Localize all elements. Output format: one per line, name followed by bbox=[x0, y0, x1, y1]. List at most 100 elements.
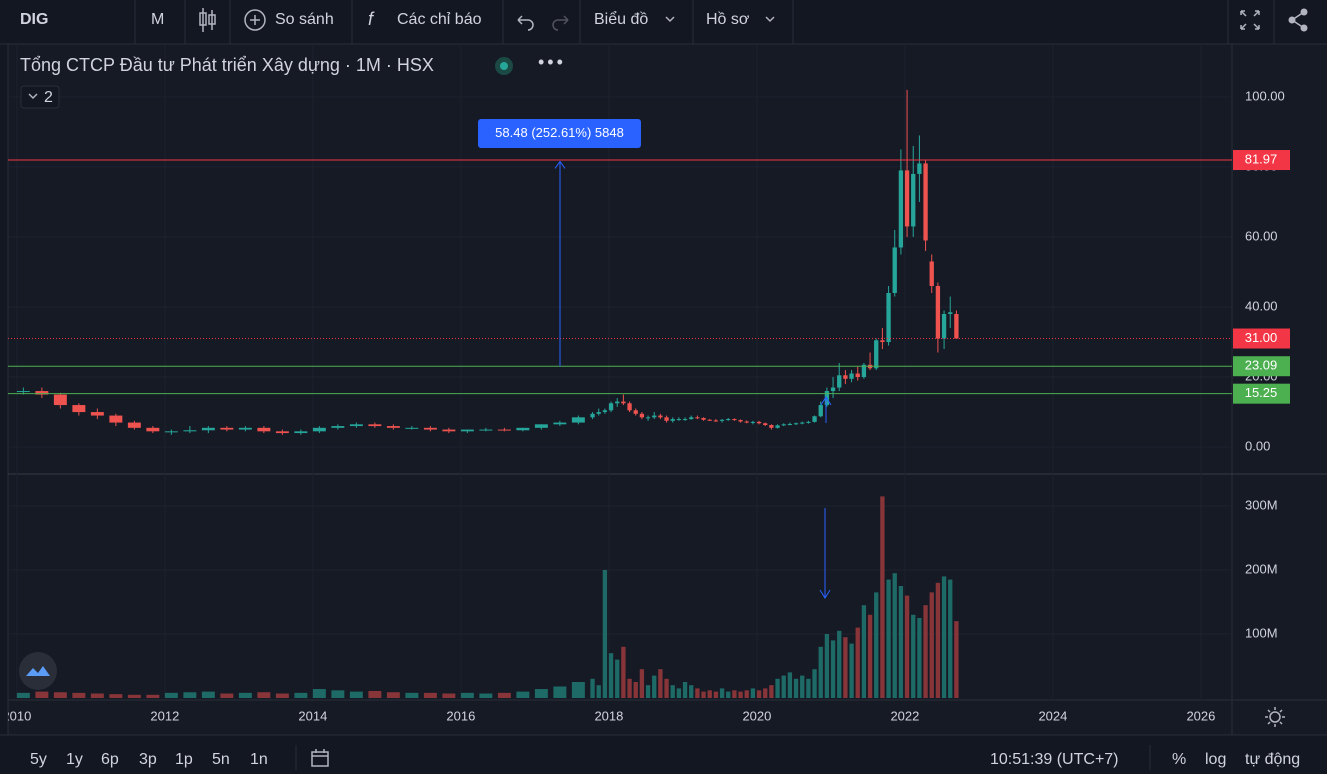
volume-bar bbox=[756, 690, 762, 698]
undo-icon[interactable] bbox=[517, 15, 534, 31]
logo[interactable] bbox=[19, 652, 57, 690]
profile-menu[interactable]: Hồ sơ bbox=[706, 11, 750, 28]
share-icon[interactable] bbox=[1288, 8, 1308, 32]
candle-body bbox=[553, 422, 567, 425]
volume-bar bbox=[633, 681, 638, 698]
volume-bar bbox=[923, 605, 928, 698]
range-button[interactable]: 1y bbox=[66, 751, 83, 768]
more-icon[interactable]: ••• bbox=[538, 52, 566, 72]
x-tick-label: 2014 bbox=[298, 708, 327, 723]
calendar-icon[interactable] bbox=[311, 749, 329, 767]
volume-bar bbox=[775, 678, 780, 698]
chevron bbox=[28, 93, 38, 100]
indicator-toggle[interactable] bbox=[20, 85, 60, 109]
candle-body bbox=[368, 424, 382, 427]
price-line-label-bg bbox=[1233, 328, 1290, 349]
candle-body bbox=[732, 419, 737, 421]
candle-body bbox=[812, 416, 817, 422]
volume-bar bbox=[676, 688, 682, 698]
candle-body bbox=[331, 426, 345, 428]
y-tick-label: 100.00 bbox=[1245, 88, 1285, 103]
y-tick-label: 60.00 bbox=[1245, 228, 1278, 243]
volume-tick-label: 300M bbox=[1245, 497, 1278, 512]
price-line-label-bg bbox=[1233, 356, 1290, 377]
volume-bar bbox=[689, 685, 694, 698]
compare-icon[interactable] bbox=[244, 9, 266, 31]
volume-bar bbox=[534, 689, 548, 698]
volume-bar bbox=[849, 643, 854, 698]
candle-body bbox=[109, 415, 123, 423]
volume-bar bbox=[793, 678, 799, 698]
candle-body bbox=[639, 413, 645, 418]
candle-body bbox=[880, 340, 885, 343]
candle-body bbox=[349, 424, 363, 427]
auto-toggle[interactable]: tự động bbox=[1245, 751, 1300, 768]
price-line-label-bg bbox=[1233, 383, 1290, 404]
volume-bar bbox=[608, 653, 614, 698]
volume-bar bbox=[497, 692, 511, 698]
log-toggle[interactable]: log bbox=[1205, 751, 1226, 768]
symbol[interactable]: DIG bbox=[20, 11, 48, 28]
volume-bar bbox=[929, 592, 934, 698]
annotation-arrow-down bbox=[819, 508, 831, 599]
volume-bar bbox=[874, 592, 879, 698]
volume-bar bbox=[830, 640, 836, 698]
candle-body bbox=[670, 419, 675, 421]
candle-body bbox=[90, 412, 104, 416]
range-button[interactable]: 5y bbox=[30, 751, 47, 768]
volume-bar bbox=[824, 633, 830, 698]
candle-body bbox=[855, 373, 860, 378]
candle-body bbox=[689, 417, 694, 420]
volume-bar bbox=[405, 692, 419, 698]
candle-icon[interactable] bbox=[199, 8, 216, 32]
volume-bar bbox=[911, 614, 916, 698]
volume-bar bbox=[53, 692, 67, 698]
fullscreen-icon[interactable] bbox=[1240, 10, 1260, 30]
candle-body bbox=[442, 429, 456, 432]
x-tick-label: 2018 bbox=[594, 708, 623, 723]
redo-icon bbox=[552, 15, 569, 31]
chart-menu[interactable]: Biểu đồ bbox=[594, 10, 648, 28]
volume-bar bbox=[220, 693, 234, 698]
interval[interactable]: M bbox=[151, 11, 164, 28]
settings-icon[interactable] bbox=[1265, 707, 1285, 727]
candle-body bbox=[806, 421, 811, 423]
candle-body bbox=[16, 391, 30, 393]
chart-bg bbox=[8, 44, 1327, 735]
volume-bar bbox=[701, 691, 706, 698]
volume-bar bbox=[183, 692, 197, 698]
volume-bar bbox=[16, 692, 30, 698]
range-button[interactable]: 6p bbox=[101, 751, 119, 768]
x-tick-label: 2016 bbox=[446, 708, 475, 723]
compare[interactable]: So sánh bbox=[275, 11, 334, 28]
volume-bar bbox=[621, 646, 626, 698]
price-line-label-bg bbox=[1233, 150, 1290, 171]
indicators[interactable]: Các chỉ báo bbox=[397, 11, 482, 28]
candle-body bbox=[35, 391, 49, 395]
volume-bar bbox=[479, 693, 493, 698]
range-button[interactable]: 1n bbox=[250, 751, 268, 768]
volume-bar bbox=[732, 690, 737, 698]
volume-bar bbox=[109, 694, 123, 698]
volume-bar bbox=[664, 678, 669, 698]
price-line-label: 81.97 bbox=[1245, 151, 1278, 166]
clock: 10:51:39 (UTC+7) bbox=[990, 751, 1119, 768]
candle-body bbox=[127, 422, 141, 428]
percent-toggle[interactable]: % bbox=[1172, 751, 1186, 768]
range-button[interactable]: 1p bbox=[175, 751, 193, 768]
candle-body bbox=[652, 415, 657, 418]
candle-body bbox=[146, 427, 160, 432]
volume-bar bbox=[941, 576, 947, 698]
x-tick-label: 2020 bbox=[742, 708, 771, 723]
candle-body bbox=[220, 427, 234, 430]
fx-icon[interactable]: f bbox=[368, 9, 375, 29]
volume-bar bbox=[645, 685, 651, 698]
range-button[interactable]: 5n bbox=[212, 751, 230, 768]
candle-body bbox=[615, 401, 620, 404]
volume-bar bbox=[127, 694, 141, 698]
volume-bar bbox=[781, 675, 786, 698]
range-button[interactable]: 3p bbox=[139, 751, 157, 768]
volume-bar bbox=[275, 693, 289, 698]
candle-body bbox=[744, 421, 749, 423]
